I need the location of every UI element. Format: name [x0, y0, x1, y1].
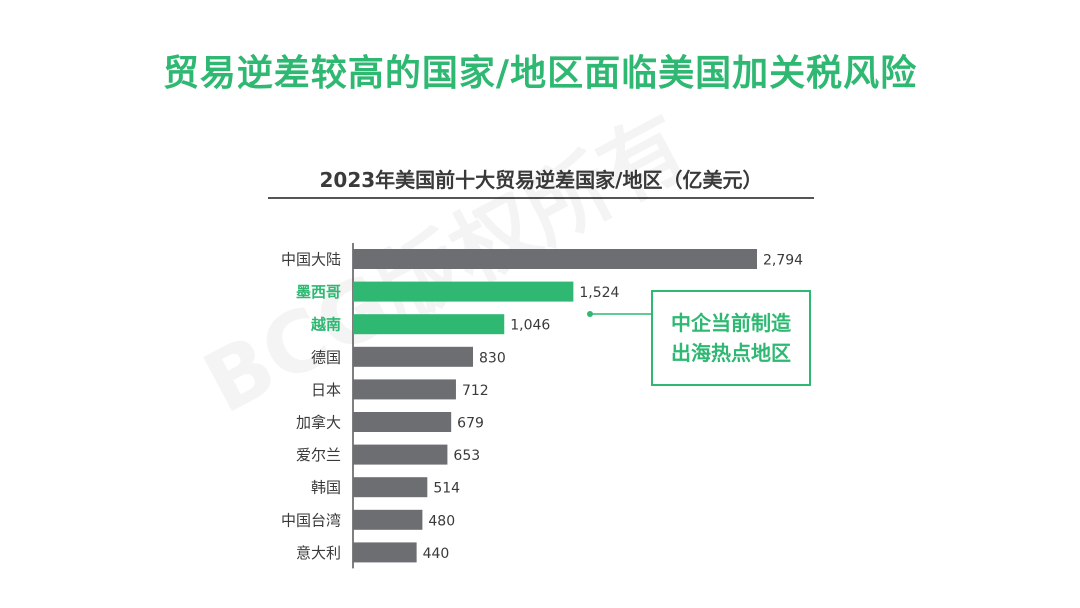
category-label: 加拿大 [296, 414, 341, 432]
bar [353, 509, 423, 530]
bar [353, 379, 456, 400]
chart-title-rule [268, 197, 814, 199]
category-label: 中国大陆 [281, 251, 341, 269]
value-label: 514 [433, 481, 460, 497]
value-label: 712 [462, 383, 489, 399]
bar [353, 281, 574, 302]
value-label: 440 [423, 546, 450, 562]
value-label: 830 [479, 350, 506, 366]
value-label: 679 [457, 416, 484, 432]
category-label: 中国台湾 [281, 511, 341, 529]
category-label: 德国 [311, 348, 341, 366]
callout-line-1: 中企当前制造 [671, 311, 791, 335]
category-label: 意大利 [296, 544, 341, 562]
bar [353, 444, 448, 465]
callout-line-2: 出海热点地区 [671, 341, 791, 365]
bar [353, 249, 757, 269]
value-label: 1,046 [510, 318, 550, 334]
category-label: 日本 [311, 381, 341, 399]
category-label: 越南 [310, 316, 341, 334]
category-label: 韩国 [311, 479, 341, 497]
callout-box: 中企当前制造 出海热点地区 [651, 290, 811, 386]
page-title: 贸易逆差较高的国家/地区面临美国加关税风险 [162, 53, 918, 94]
bar [353, 314, 505, 335]
value-label: 2,794 [763, 253, 803, 269]
value-label: 653 [453, 448, 480, 464]
bar [353, 477, 428, 498]
bar [353, 412, 452, 432]
bar [353, 542, 417, 563]
category-label: 墨西哥 [296, 283, 341, 301]
value-label: 480 [428, 513, 455, 529]
bar [353, 346, 474, 367]
value-label: 1,524 [579, 285, 619, 301]
chart-title: 2023年美国前十大贸易逆差国家/地区（亿美元） [319, 168, 763, 192]
category-label: 爱尔兰 [296, 446, 341, 464]
